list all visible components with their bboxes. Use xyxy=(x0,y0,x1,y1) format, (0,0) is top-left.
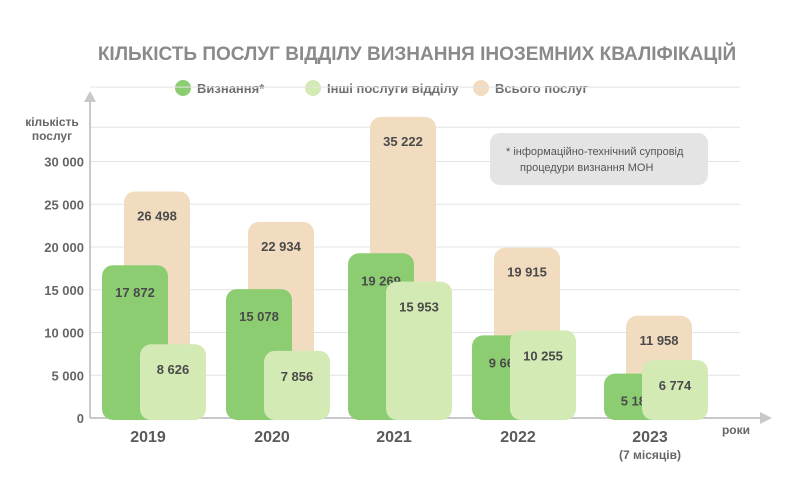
legend-swatch-інші-послуги-відділу xyxy=(305,80,321,96)
y-ticks: 0 5 000 10 000 15 000 20 000 25 000 30 000 xyxy=(44,155,84,427)
legend-swatch-визнання xyxy=(175,80,191,96)
bar-other-2019 xyxy=(140,344,206,420)
y-tick-label: 30 000 xyxy=(44,155,84,170)
footnote-line1: * інформаційно-технічний супровід xyxy=(506,146,684,158)
label-other-2023: 6 774 xyxy=(659,378,692,393)
bar-other-2023 xyxy=(642,360,708,420)
bar-other-2020 xyxy=(264,350,330,420)
legend: Визнання* Інші послуги відділу Всього посл… xyxy=(175,80,589,96)
footnote-background xyxy=(490,133,708,185)
chart-title: КІЛЬКІСТЬ ПОСЛУГ ВІДДІЛУ ВИЗНАННЯ ІНОЗЕМ… xyxy=(98,43,736,65)
legend-swatch-всього-послуг xyxy=(473,80,489,96)
y-axis-label-line1: кількість xyxy=(25,115,79,129)
footnote-line2: процедури визнання МОН xyxy=(520,162,653,174)
x-tick-label-2020: 2020 xyxy=(254,429,290,446)
y-axis-arrow-icon xyxy=(84,91,96,102)
x-tick-label-2022: 2022 xyxy=(500,429,536,446)
x-axis-label: роки xyxy=(722,423,750,437)
y-tick-label: 5 000 xyxy=(51,368,84,383)
label-other-2021: 15 953 xyxy=(399,300,439,315)
label-total-2021: 35 222 xyxy=(383,134,423,149)
x-tick-label-2021: 2021 xyxy=(376,429,412,446)
y-axis-label-line2: послуг xyxy=(32,129,72,143)
y-tick-label: 20 000 xyxy=(44,240,84,255)
x-axis-arrow-icon xyxy=(760,412,772,424)
legend-label-всього-послуг: Всього послуг xyxy=(495,81,589,96)
bars: 26 498 17 872 8 626 22 934 15 078 7 856 35 222… xyxy=(102,116,708,420)
label-other-2022: 10 255 xyxy=(523,348,563,363)
y-tick-label: 0 xyxy=(77,411,84,426)
y-tick-label: 10 000 xyxy=(44,326,84,341)
x-ticks: 2019 2020 2021 2022 2023 (7 місяців) xyxy=(130,429,681,462)
label-total-2023: 11 958 xyxy=(639,333,678,348)
footnote-box: * інформаційно-технічний супровід процед… xyxy=(490,133,708,185)
x-tick-label-2019: 2019 xyxy=(130,429,166,446)
label-recognition-2020: 15 078 xyxy=(239,309,279,324)
legend-label-визнання: Визнання* xyxy=(197,81,265,96)
bar-other-2021 xyxy=(386,281,452,420)
legend-label-інші-послуги-відділу: Інші послуги відділу xyxy=(327,81,460,96)
label-total-2020: 22 934 xyxy=(261,239,302,254)
bar-other-2022 xyxy=(510,330,576,420)
x-tick-note-2023: (7 місяців) xyxy=(619,448,681,462)
y-tick-label: 15 000 xyxy=(44,283,84,298)
y-tick-label: 25 000 xyxy=(44,197,84,212)
label-other-2019: 8 626 xyxy=(157,362,190,377)
label-other-2020: 7 856 xyxy=(281,369,314,384)
x-tick-label-2023: 2023 xyxy=(632,429,668,446)
label-recognition-2019: 17 872 xyxy=(115,285,155,300)
label-total-2019: 26 498 xyxy=(137,208,177,223)
label-total-2022: 19 915 xyxy=(507,265,547,280)
